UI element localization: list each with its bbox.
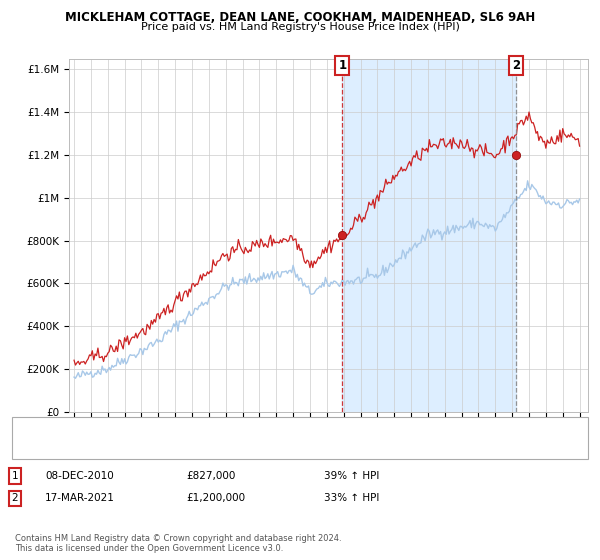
Text: £1,200,000: £1,200,000 [186,493,245,503]
Bar [343,59,516,412]
Text: 17-MAR-2021: 17-MAR-2021 [45,493,115,503]
Text: 39% ↑ HPI: 39% ↑ HPI [324,471,379,481]
Text: ———: ——— [24,423,58,433]
Text: 1: 1 [11,471,19,481]
Text: MICKLEHAM COTTAGE, DEAN LANE, COOKHAM, MAIDENHEAD, SL6 9AH (detached house): MICKLEHAM COTTAGE, DEAN LANE, COOKHAM, M… [60,424,461,433]
Text: 33% ↑ HPI: 33% ↑ HPI [324,493,379,503]
Text: Price paid vs. HM Land Registry's House Price Index (HPI): Price paid vs. HM Land Registry's House … [140,22,460,32]
Text: 08-DEC-2010: 08-DEC-2010 [45,471,114,481]
Text: 1: 1 [338,59,346,72]
Text: 2: 2 [512,59,520,72]
Text: MICKLEHAM COTTAGE, DEAN LANE, COOKHAM, MAIDENHEAD, SL6 9AH: MICKLEHAM COTTAGE, DEAN LANE, COOKHAM, M… [65,11,535,24]
Text: ———: ——— [24,439,58,449]
Text: 2: 2 [11,493,19,503]
Text: HPI: Average price, detached house, Windsor and Maidenhead: HPI: Average price, detached house, Wind… [60,440,343,449]
Text: £827,000: £827,000 [186,471,235,481]
Text: Contains HM Land Registry data © Crown copyright and database right 2024.
This d: Contains HM Land Registry data © Crown c… [15,534,341,553]
